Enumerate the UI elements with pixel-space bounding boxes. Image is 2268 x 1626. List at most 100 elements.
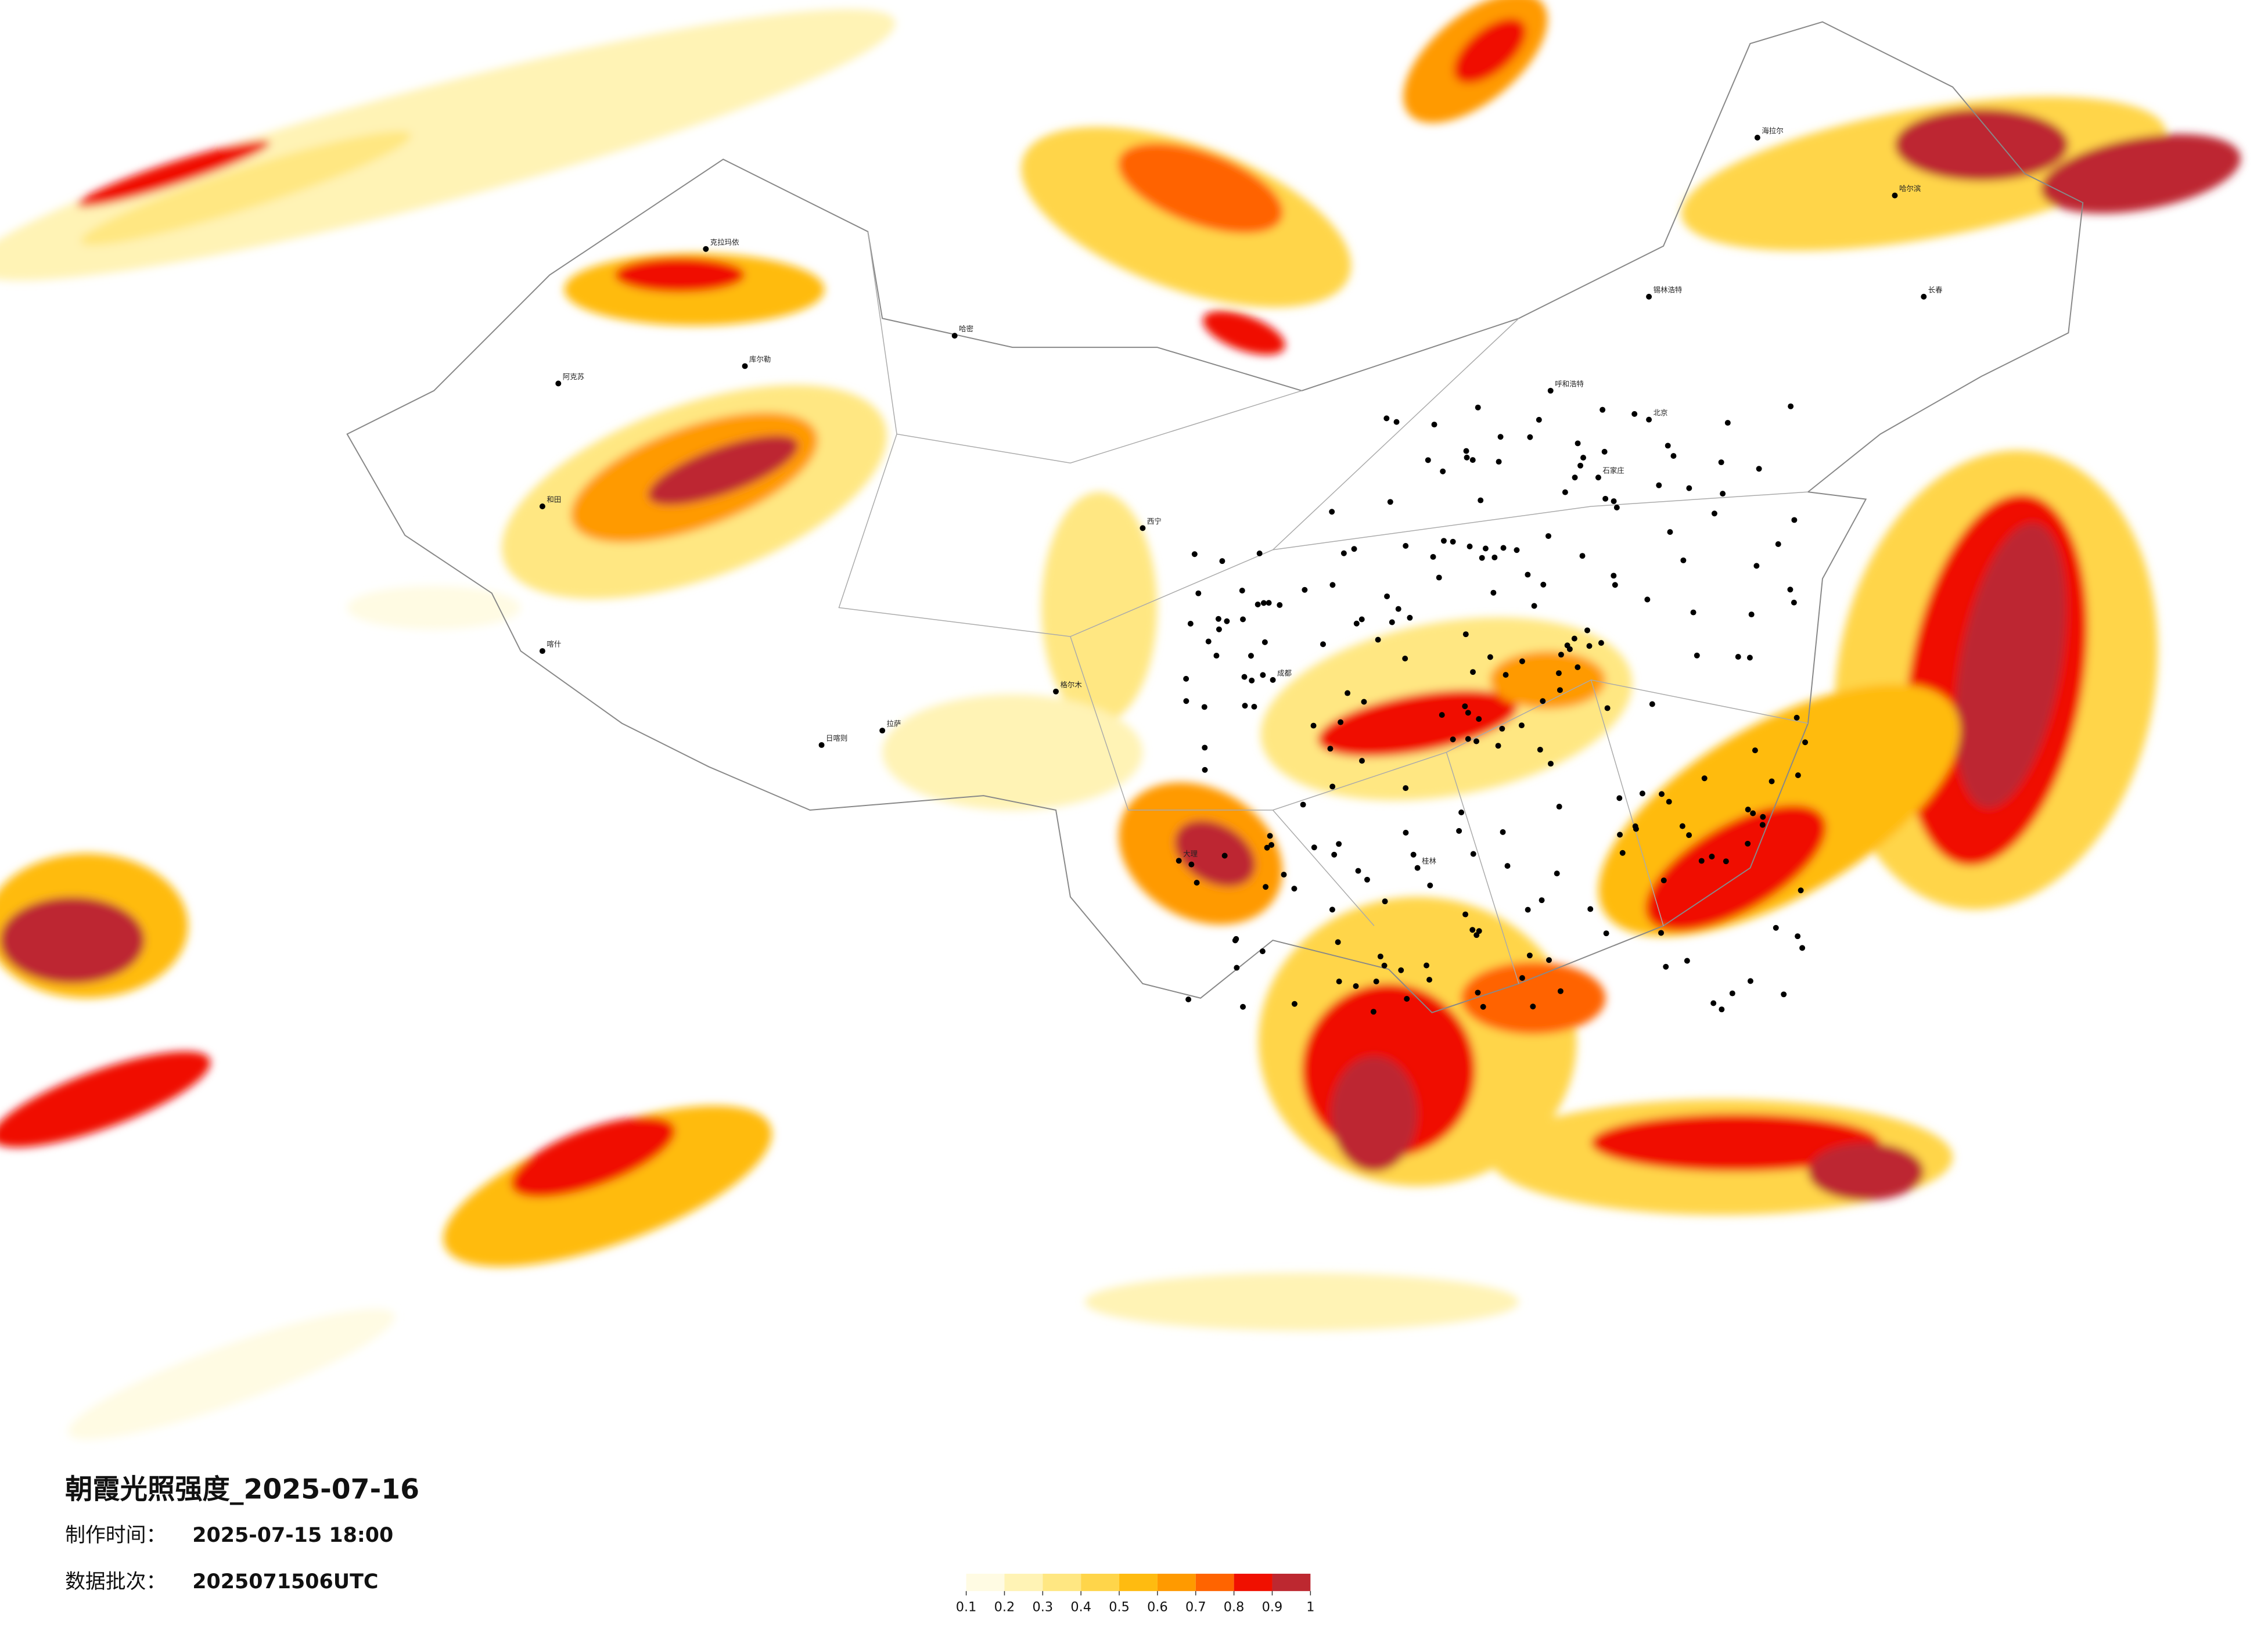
legend-tick-label: 0.3 <box>1033 1600 1054 1615</box>
city-dot <box>1631 411 1638 417</box>
intensity-area <box>1454 18 1526 84</box>
city-dot <box>1518 722 1525 729</box>
city-dot <box>1329 582 1336 588</box>
city-dot <box>1202 744 1208 751</box>
city-dot <box>1335 939 1341 945</box>
city-dot <box>1537 746 1543 753</box>
city-label: 克拉玛依 <box>710 238 739 246</box>
city-dot <box>1759 822 1766 828</box>
city-dot <box>1686 485 1692 491</box>
city-dot <box>1329 783 1336 790</box>
city-dot <box>1462 631 1469 638</box>
city-dot <box>1604 705 1611 711</box>
info-label: 数据批次： <box>65 1570 166 1593</box>
city-dot <box>1659 791 1665 797</box>
city-dot <box>1663 963 1669 970</box>
city-dot <box>1684 958 1690 964</box>
city-dot <box>1281 872 1287 878</box>
city-dot <box>1467 544 1473 549</box>
city-dot <box>1480 1003 1486 1010</box>
city-dot <box>1373 979 1379 985</box>
city-dot <box>1361 699 1367 705</box>
city-dot <box>1260 600 1267 606</box>
city-dot <box>1562 489 1568 495</box>
city-dot <box>1586 643 1593 649</box>
intensity-area <box>614 257 745 293</box>
city-dot <box>1679 823 1685 829</box>
city-dot <box>1613 505 1620 511</box>
city-dot <box>1769 778 1775 785</box>
city-dot <box>1795 933 1801 940</box>
city-dot <box>1469 927 1476 933</box>
city-dot <box>879 728 886 734</box>
city-dot <box>1427 882 1433 888</box>
city-dot <box>1571 635 1577 642</box>
city-dot <box>1403 785 1409 792</box>
city-dot <box>1263 884 1269 890</box>
city-dot <box>1465 736 1471 742</box>
legend-swatch <box>966 1573 1005 1591</box>
city-dot <box>1649 701 1655 707</box>
city-dot <box>1546 957 1552 963</box>
city-dot <box>1760 814 1766 820</box>
city-dot <box>1240 616 1246 623</box>
intensity-area <box>1202 311 1285 355</box>
city-dot <box>1698 858 1705 864</box>
city-dot <box>1410 851 1417 858</box>
city-dot <box>1310 722 1317 729</box>
city-dot <box>1545 533 1551 539</box>
city-dot <box>1802 739 1809 746</box>
city-dot <box>1575 440 1581 447</box>
city-label: 长春 <box>1928 285 1943 294</box>
city-dot <box>1531 603 1537 609</box>
city-dot <box>1187 621 1194 627</box>
city-dot <box>1527 434 1533 440</box>
city-dot <box>1793 714 1800 721</box>
city-dot <box>1539 897 1545 904</box>
city-dot <box>1519 975 1525 981</box>
city-dot <box>1598 640 1604 646</box>
city-dot <box>1775 541 1781 548</box>
city-dot <box>1470 851 1476 857</box>
city-dot <box>703 246 709 252</box>
city-dot <box>1393 419 1400 425</box>
city-dot <box>1619 850 1626 856</box>
city-dot <box>1320 641 1326 647</box>
city-dot <box>1351 546 1357 552</box>
info-value: 2025-07-15 18:00 <box>192 1524 393 1547</box>
city-dot <box>1426 977 1433 983</box>
city-dot <box>1718 459 1724 466</box>
intensity-area <box>68 1308 395 1440</box>
city-dot <box>1892 192 1898 199</box>
city-label: 拉萨 <box>887 720 901 728</box>
city-dot <box>1458 810 1465 815</box>
city-dot <box>1249 677 1255 684</box>
city-dot <box>1556 804 1562 810</box>
city-dot <box>1530 1003 1536 1010</box>
city-dot <box>1183 675 1189 682</box>
city-dot <box>1526 952 1533 959</box>
city-dot <box>1656 482 1662 488</box>
city-dot <box>1646 416 1652 423</box>
city-dot <box>1540 581 1547 588</box>
city-dot <box>1381 962 1388 969</box>
city-dot <box>1436 574 1442 581</box>
city-dot <box>1414 865 1421 871</box>
intensity-area <box>0 1051 211 1147</box>
city-dot <box>1491 554 1498 560</box>
city-dot <box>1215 616 1221 622</box>
city-dot <box>1603 930 1609 937</box>
city-dot <box>1600 406 1606 413</box>
city-dot <box>1680 557 1687 563</box>
city-label: 格尔木 <box>1060 680 1082 689</box>
city-dot <box>1660 877 1667 884</box>
legend-swatch <box>1157 1573 1196 1591</box>
city-dot <box>1464 454 1470 461</box>
city-dot <box>1617 832 1623 838</box>
title: 朝霞光照强度_2025-07-16 <box>65 1473 419 1505</box>
intensity-area <box>443 1105 772 1267</box>
city-dot <box>1719 1006 1725 1013</box>
city-dot <box>1345 690 1351 696</box>
city-dot <box>1240 1003 1246 1010</box>
intensity-area <box>1808 1142 1924 1201</box>
